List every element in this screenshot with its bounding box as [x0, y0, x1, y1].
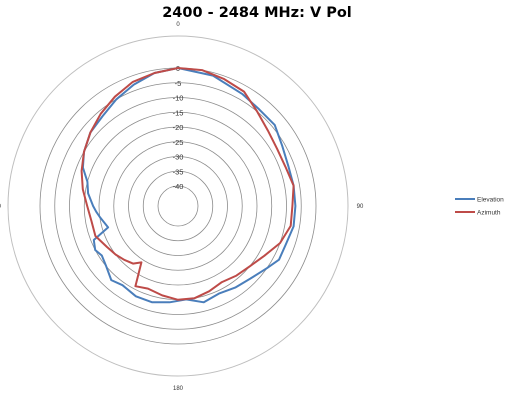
grid-ring: [142, 170, 214, 242]
series-line-elevation: [81, 67, 297, 304]
angle-labels: 0 90 180 270: [0, 22, 364, 392]
series-lines: [80, 67, 297, 304]
radial-tick-label: -10: [173, 94, 184, 103]
legend-item-elevation: Elevation: [455, 197, 504, 204]
angle-label: 180: [173, 386, 184, 392]
legend: Elevation Azimuth: [455, 197, 504, 217]
series-line-azimuth: [80, 67, 295, 301]
grid-ring: [69, 97, 287, 315]
radial-tick-label: -20: [173, 123, 184, 132]
chart-title: 2400 - 2484 MHz: V Pol: [162, 5, 352, 21]
angle-label: 90: [357, 204, 364, 210]
grid-ring: [54, 82, 302, 330]
legend-label: Elevation: [477, 197, 504, 204]
legend-item-azimuth: Azimuth: [455, 210, 501, 217]
radial-tick-label: -40: [173, 182, 184, 191]
grid-ring: [128, 156, 228, 256]
grid-ring: [113, 141, 243, 271]
radial-tick-label: -5: [175, 79, 182, 88]
radial-tick-label: -30: [173, 153, 184, 162]
radial-tick-label: -15: [173, 108, 184, 117]
grid-ring: [98, 126, 258, 286]
angle-label: 270: [0, 204, 2, 210]
radial-tick-label: -35: [173, 167, 184, 176]
radial-tick-label: -25: [173, 138, 184, 147]
angle-label: 0: [176, 22, 180, 28]
outer-frame-circle: [7, 35, 349, 377]
legend-label: Azimuth: [477, 210, 501, 217]
grid-ring: [157, 185, 199, 227]
